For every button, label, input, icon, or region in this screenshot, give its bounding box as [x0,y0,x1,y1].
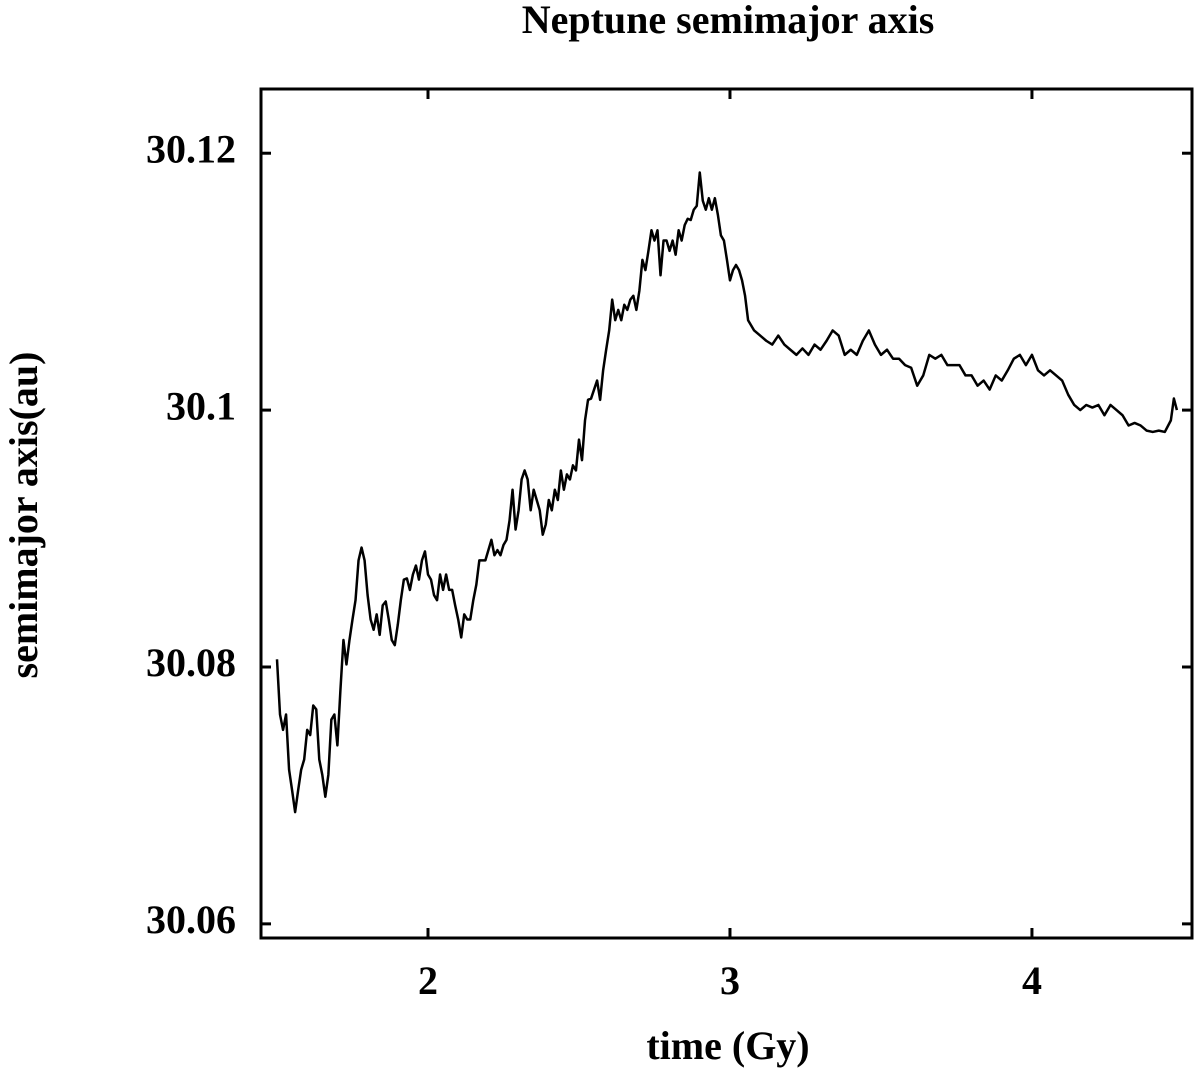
y-tick-label: 30.06 [146,897,236,942]
y-tick-label: 30.1 [166,383,236,428]
x-tick-label: 4 [1022,958,1042,1003]
y-tick-label: 30.08 [146,640,236,685]
x-tick-label: 3 [720,958,740,1003]
chart-title: Neptune semimajor axis [522,0,935,42]
x-tick-label: 2 [418,958,438,1003]
y-axis-label: semimajor axis(au) [1,352,46,679]
plot-frame [259,87,1194,940]
y-tick-label: 30.12 [146,126,236,171]
data-line [275,171,1179,814]
x-axis-label: time (Gy) [646,1023,809,1068]
